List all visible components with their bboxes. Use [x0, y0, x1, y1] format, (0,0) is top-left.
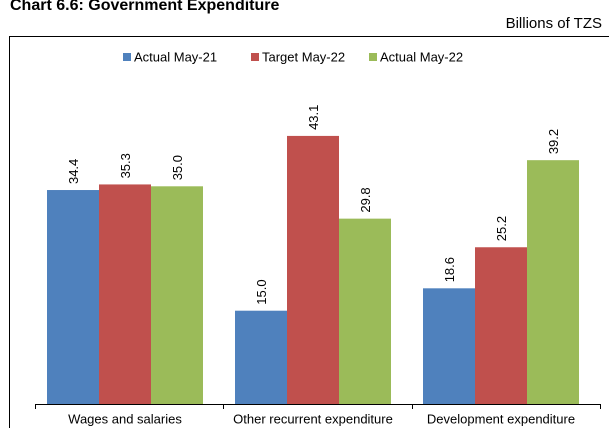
bar — [527, 160, 579, 404]
bar — [47, 190, 99, 404]
bar — [423, 288, 475, 404]
x-tick-label: Other recurrent expenditure — [233, 411, 393, 426]
legend-label: Actual May-21 — [134, 49, 217, 64]
value-label: 43.1 — [306, 105, 321, 130]
value-label: 18.6 — [442, 257, 457, 282]
value-label: 35.3 — [118, 153, 133, 178]
legend-swatch — [369, 53, 377, 61]
bar — [287, 135, 339, 404]
chart-title: Chart 6.6: Government Expenditure — [10, 0, 279, 14]
chart-frame — [9, 36, 609, 428]
legend-label: Actual May-22 — [380, 49, 463, 64]
bar — [99, 184, 151, 404]
legend-label: Target May-22 — [262, 49, 345, 64]
chart-subtitle: Billions of TZS — [506, 15, 602, 32]
value-label: 25.2 — [494, 216, 509, 241]
legend-swatch — [251, 53, 259, 61]
x-tick-label: Wages and salaries — [68, 411, 182, 426]
legend-swatch — [123, 53, 131, 61]
value-label: 34.4 — [66, 159, 81, 184]
value-label: 35.0 — [170, 155, 185, 180]
x-tick-label: Development expenditure — [427, 411, 575, 426]
bar — [235, 310, 287, 404]
bar — [151, 186, 203, 404]
value-label: 15.0 — [254, 279, 269, 304]
value-label: 39.2 — [546, 129, 561, 154]
value-label: 29.8 — [358, 187, 373, 212]
bar — [339, 218, 391, 404]
bar — [475, 247, 527, 404]
